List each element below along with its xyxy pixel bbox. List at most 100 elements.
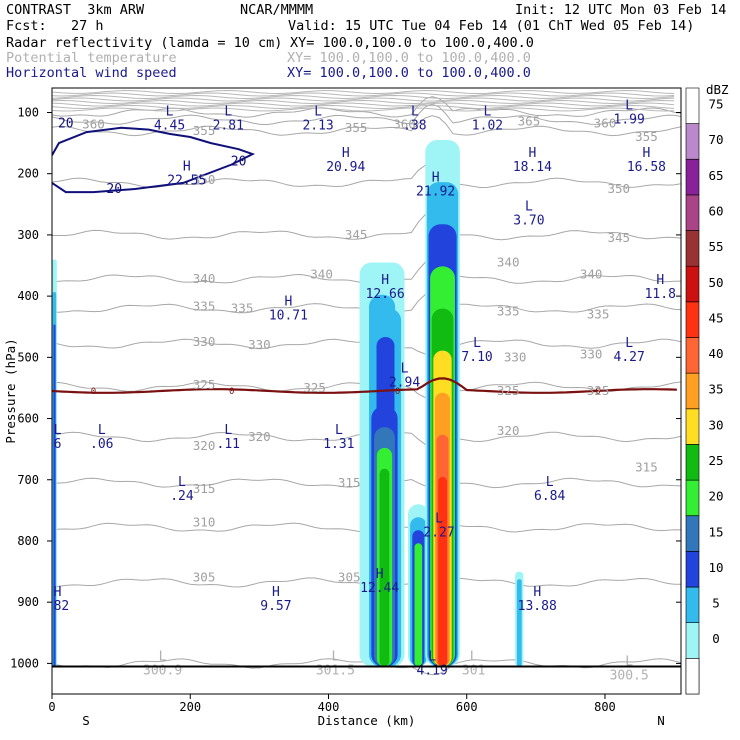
forecast-hour: Fcst: 27 h — [6, 18, 104, 34]
y-tick-label: 100 — [17, 105, 39, 119]
extremum-marker: L — [484, 105, 492, 120]
colorbar-label: 30 — [708, 417, 723, 432]
theta-label: 340 — [310, 267, 333, 282]
colorbar-swatch — [685, 372, 700, 410]
theta-line — [52, 96, 681, 118]
y-tick-label: 900 — [17, 595, 39, 609]
extremum-marker: L — [411, 105, 419, 120]
x-tick-label: 0 — [48, 700, 55, 714]
extremum-value: .06 — [90, 437, 113, 452]
reflectivity-cell — [438, 476, 447, 667]
colorbar-swatch — [685, 265, 700, 303]
theta-label: 355 — [193, 123, 216, 138]
extremum-marker: H — [528, 146, 536, 161]
y-tick-label: 600 — [17, 412, 39, 426]
theta-label: 325 — [587, 383, 610, 398]
theta-label: 360 — [393, 117, 416, 132]
colorbar-label: 70 — [708, 132, 723, 147]
freezing-line — [52, 377, 677, 394]
reflectivity-cell — [414, 543, 423, 667]
extremum-marker: L — [625, 98, 633, 113]
theta-label: 325 — [303, 380, 326, 395]
theta-label: 335 — [231, 300, 254, 315]
theta-label: 365 — [518, 114, 541, 129]
colorbar-swatch — [685, 551, 700, 588]
extremum-value: 1.31 — [323, 437, 354, 452]
wind-contour: 0 0 0 0 20 20 20 — [52, 117, 677, 397]
colorbar-swatch — [685, 515, 700, 552]
theta-label: 320 — [193, 438, 216, 453]
extremum-value: .11 — [217, 437, 240, 452]
surface-theta-marker: L — [159, 649, 167, 664]
extremum-marker: L — [435, 512, 443, 527]
extremum-value: 2.13 — [302, 119, 333, 134]
theta-label: 330 — [193, 334, 216, 349]
y-tick-label: 400 — [17, 289, 39, 303]
extremum-marker: L — [401, 362, 409, 377]
extremum-marker: L — [335, 423, 343, 438]
theta-label: 320 — [497, 423, 520, 438]
theta-label: 305 — [193, 570, 216, 585]
wind-contour-label: 20 — [231, 154, 247, 169]
extremum-marker: L — [178, 475, 186, 490]
theta-label: 315 — [338, 475, 361, 490]
theta-label: 315 — [193, 481, 216, 496]
extremum-value: 6.84 — [534, 489, 565, 504]
extremum-value: 16.58 — [627, 160, 666, 175]
plot-border — [51, 87, 682, 695]
colorbar-label: 60 — [708, 204, 723, 219]
colorbar-label: 75 — [708, 97, 723, 112]
theta-label: 360 — [594, 116, 617, 131]
extremum-marker: L — [98, 423, 106, 438]
colorbar-top — [685, 87, 700, 124]
theta-label: 355 — [635, 129, 658, 144]
theta-label: 350 — [608, 181, 631, 196]
field-theta-name: Potential temperature — [6, 50, 177, 66]
colorbar-label: 45 — [708, 310, 723, 325]
extremum-value: 13.88 — [518, 599, 557, 614]
theta-line-upper — [52, 89, 675, 95]
theta-label: 335 — [587, 306, 610, 321]
extremum-value: 6 — [54, 437, 62, 452]
reflectivity-cell — [53, 324, 56, 667]
theta-label: 340 — [193, 271, 216, 286]
freezing-line-label: 0 — [595, 387, 600, 397]
extremum-value: 3.70 — [513, 213, 544, 228]
extremum-value: 12.44 — [360, 581, 399, 596]
extremum-marker: L — [625, 336, 633, 351]
colorbar-label: 20 — [708, 489, 723, 504]
extremum-marker: L — [314, 105, 322, 120]
extremum-value: 7.10 — [461, 350, 492, 365]
extremum-value: 21.92 — [416, 185, 455, 200]
surface-theta-marker: L — [331, 649, 339, 664]
field-wind-name: Horizontal wind speed — [6, 65, 177, 81]
theta-label: 340 — [497, 254, 520, 269]
init-time: Init: 12 UTC Mon 03 Feb 14 — [515, 2, 727, 18]
extremum-value: 10.71 — [269, 308, 308, 323]
extremum-value: 4.27 — [614, 350, 645, 365]
theta-line — [52, 103, 681, 126]
freezing-line-label: 0 — [395, 387, 400, 397]
extremum-value: .24 — [170, 489, 194, 504]
extremum-marker: L — [54, 423, 62, 438]
theta-label: 345 — [608, 230, 631, 245]
colorbar-swatch — [685, 622, 700, 659]
extremum-value: 22.55 — [167, 174, 206, 189]
extremum-value: 9.57 — [260, 599, 291, 614]
theta-label: 315 — [635, 460, 658, 475]
y-tick-label: 800 — [17, 534, 39, 548]
theta-label: 355 — [345, 120, 368, 135]
x-axis-label: Distance (km) — [318, 713, 416, 728]
theta-label: 340 — [580, 267, 603, 282]
y-tick-label: 300 — [17, 228, 39, 242]
theta-line — [52, 164, 681, 189]
extremum-value: 1.99 — [614, 112, 645, 127]
extremum-marker: L — [525, 199, 533, 214]
theta-line-upper — [52, 94, 675, 100]
extremum-marker: L — [546, 475, 554, 490]
valid-time: Valid: 15 UTC Tue 04 Feb 14 (01 ChT Wed … — [288, 18, 695, 34]
field-reflectivity-name: Radar reflectivity (lamda = 10 cm) — [6, 35, 283, 51]
colorbar-swatch — [685, 194, 700, 231]
model-title: CONTRAST 3km ARW — [6, 2, 145, 18]
freezing-line-label: 0 — [229, 387, 234, 397]
